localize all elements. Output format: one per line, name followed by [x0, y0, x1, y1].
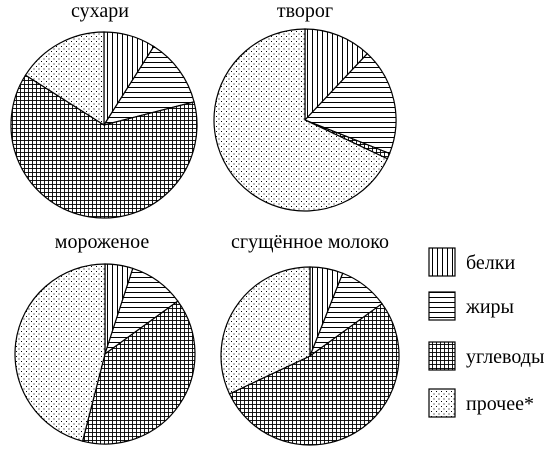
pie-chart-tvorog: творог — [213, 0, 397, 212]
legend-swatch-vertical-lines — [428, 247, 456, 277]
pie-slice-uglevody — [10, 74, 198, 219]
pie-title: сгущённое молоко — [231, 231, 389, 253]
pie-chart-morozhenoe: мороженое — [14, 231, 196, 445]
pie-slice-uglevody — [228, 302, 400, 446]
legend-item-belki: белки — [428, 247, 515, 277]
pie-slice-prochee — [24, 31, 105, 127]
legend-item-prochee: прочее* — [428, 388, 534, 418]
legend-label: белки — [466, 252, 515, 274]
legend-item-zhiry: жиры — [428, 291, 514, 321]
pie-slice-zhiry — [102, 45, 195, 126]
legend-swatch-dots — [428, 388, 456, 418]
legend-label: углеводы — [466, 346, 544, 368]
pie-title: творог — [277, 0, 333, 22]
legend-label: жиры — [465, 296, 514, 318]
legend-label: прочее* — [466, 393, 534, 415]
pie-slice-prochee — [220, 266, 311, 395]
pie-slice-uglevody — [81, 300, 196, 445]
pie-title: сухари — [71, 0, 129, 22]
pie-chart-suhari: сухари — [10, 0, 198, 219]
legend-swatch-horizontal-lines — [428, 291, 456, 321]
pie-chart-sgushchennoe-moloko: сгущённое молоко — [220, 231, 400, 446]
pie-title: мороженое — [55, 231, 150, 253]
pie-slice-prochee — [14, 263, 106, 442]
legend-swatch-grid — [428, 341, 456, 371]
legend-item-uglevody: углеводы — [428, 341, 544, 371]
pie-slice-prochee — [213, 28, 389, 212]
legend: белки жиры углеводы прочее* — [428, 247, 544, 418]
pie-slice-belki — [304, 28, 369, 122]
